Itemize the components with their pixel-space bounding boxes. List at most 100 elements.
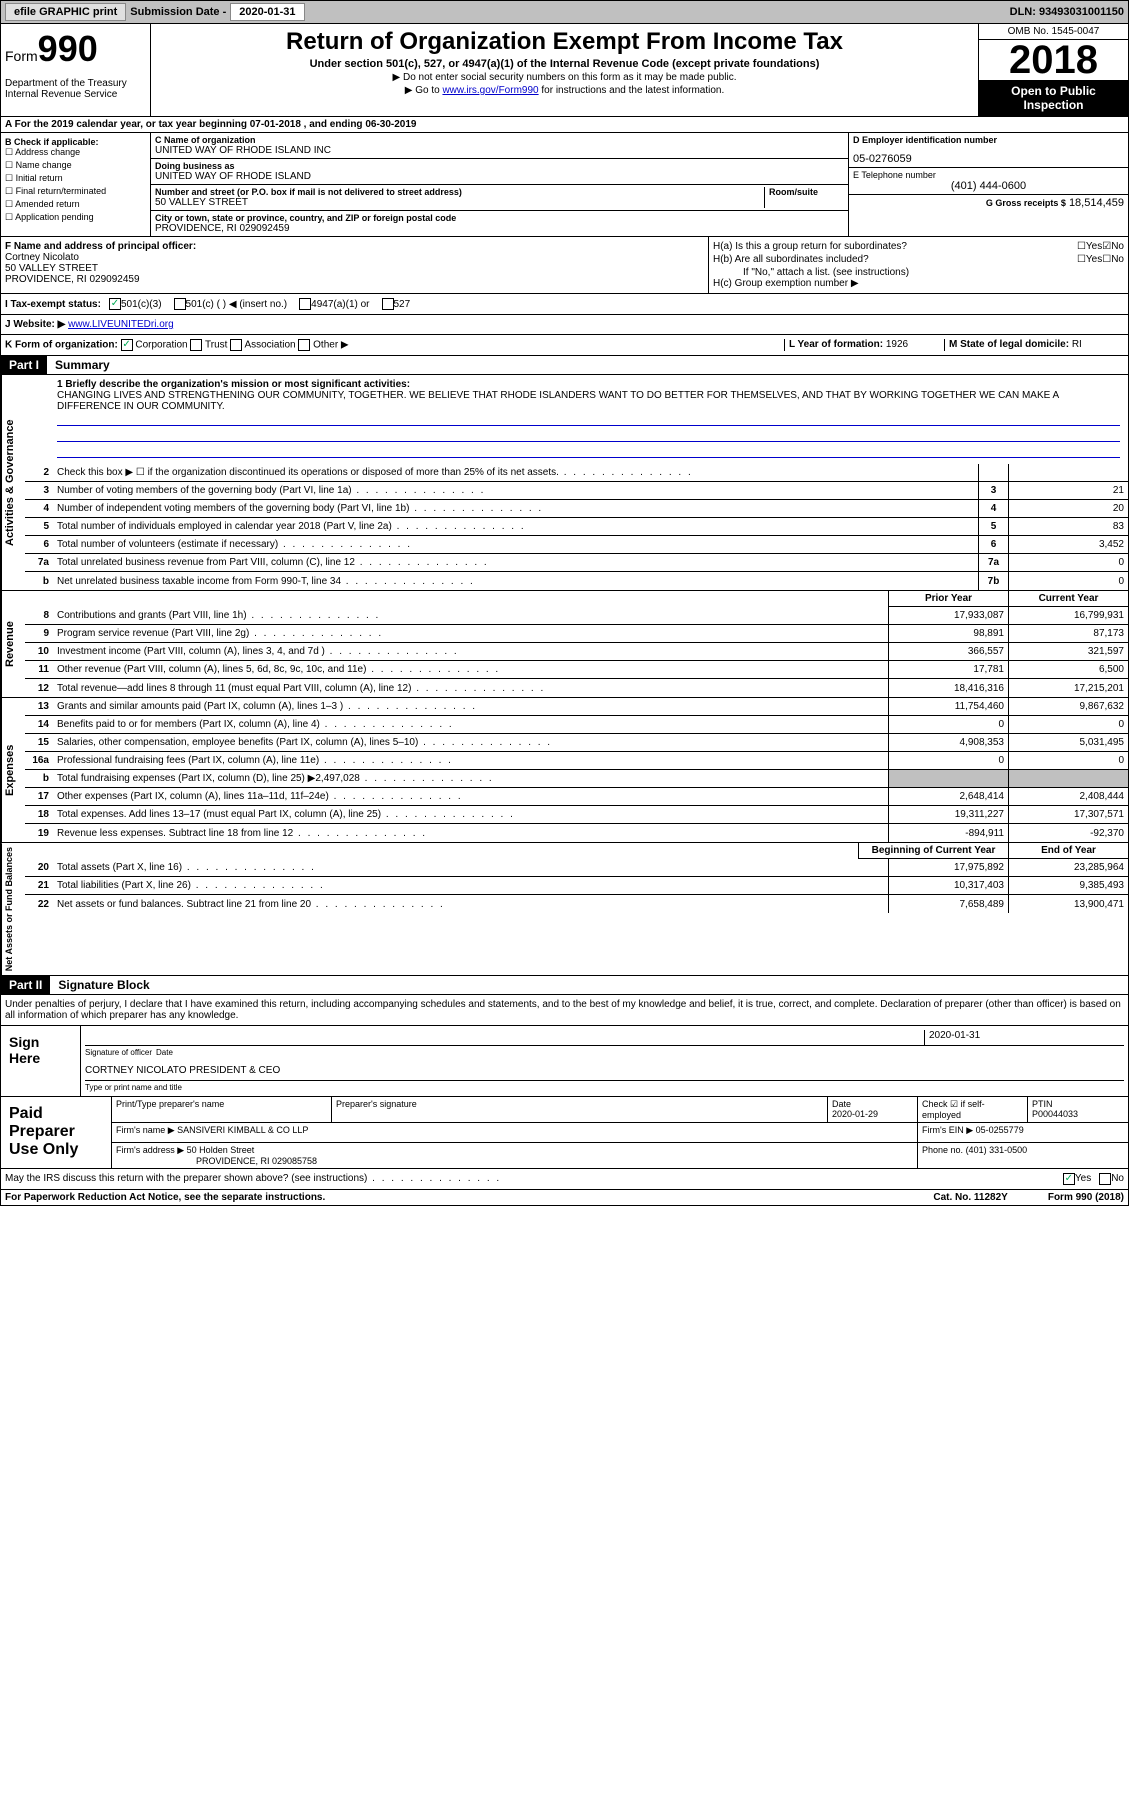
part1-header: Part I Summary xyxy=(0,356,1129,375)
year-formation-label: L Year of formation: xyxy=(789,339,883,350)
summary-line: 9Program service revenue (Part VIII, lin… xyxy=(25,625,1128,643)
org-name: UNITED WAY OF RHODE ISLAND INC xyxy=(155,145,844,156)
summary-line: 11Other revenue (Part VIII, column (A), … xyxy=(25,661,1128,679)
firm-ein: 05-0255779 xyxy=(976,1125,1024,1135)
sig-officer-label: Signature of officer xyxy=(85,1048,152,1057)
opt-assoc: Association xyxy=(244,340,295,351)
chk-final-return[interactable]: ☐ Final return/terminated xyxy=(5,186,146,197)
ha-no[interactable]: ☑No xyxy=(1102,241,1124,252)
state-domicile: RI xyxy=(1072,339,1082,350)
col-prior-year: Prior Year xyxy=(888,591,1008,607)
ssn-note: ▶ Do not enter social security numbers o… xyxy=(155,72,974,83)
prep-selfemp[interactable]: Check ☑ if self-employed xyxy=(918,1097,1028,1122)
governance-section: Activities & Governance 1 Briefly descri… xyxy=(0,375,1129,591)
opt-other: Other ▶ xyxy=(313,340,348,351)
chk-name-change[interactable]: ☐ Name change xyxy=(5,160,146,171)
net-col-header: Beginning of Current Year End of Year xyxy=(25,843,1128,859)
signature-block: Under penalties of perjury, I declare th… xyxy=(0,995,1129,1190)
irs-link[interactable]: www.irs.gov/Form990 xyxy=(442,85,538,96)
hc-label: H(c) Group exemption number ▶ xyxy=(713,278,1124,289)
rev-col-header: Prior Year Current Year xyxy=(25,591,1128,607)
chk-501c[interactable] xyxy=(174,298,186,310)
efile-button[interactable]: efile GRAPHIC print xyxy=(5,3,126,21)
org-name-label: C Name of organization xyxy=(155,135,844,145)
summary-line: 21Total liabilities (Part X, line 26)10,… xyxy=(25,877,1128,895)
chk-corp[interactable]: ✓ xyxy=(121,339,133,351)
chk-application-pending[interactable]: ☐ Application pending xyxy=(5,212,146,223)
discuss-yes-chk[interactable]: ✓ xyxy=(1063,1173,1075,1185)
chk-amended[interactable]: ☐ Amended return xyxy=(5,199,146,210)
year-formation: 1926 xyxy=(886,339,908,350)
discuss-yes: Yes xyxy=(1075,1173,1091,1185)
summary-line: 4Number of independent voting members of… xyxy=(25,500,1128,518)
box-b: B Check if applicable: ☐ Address change … xyxy=(1,133,151,236)
summary-line: 15Salaries, other compensation, employee… xyxy=(25,734,1128,752)
officer-printed-name: CORTNEY NICOLATO PRESIDENT & CEO xyxy=(85,1065,1124,1080)
goto-post: for instructions and the latest informat… xyxy=(539,85,725,96)
officer-name: Cortney Nicolato xyxy=(5,252,704,263)
website-link[interactable]: www.LIVEUNITEDri.org xyxy=(68,319,174,330)
city-label: City or town, state or province, country… xyxy=(155,213,844,223)
form-990: 990 xyxy=(38,28,98,69)
opt-4947: 4947(a)(1) or xyxy=(311,299,369,310)
chk-initial-return[interactable]: ☐ Initial return xyxy=(5,173,146,184)
page-footer: For Paperwork Reduction Act Notice, see … xyxy=(0,1190,1129,1206)
chk-4947[interactable] xyxy=(299,298,311,310)
summary-line: 18Total expenses. Add lines 13–17 (must … xyxy=(25,806,1128,824)
website-label: J Website: ▶ xyxy=(5,319,68,330)
goto-note: ▶ Go to www.irs.gov/Form990 for instruct… xyxy=(155,85,974,96)
dba-label: Doing business as xyxy=(155,161,844,171)
info-section-1: B Check if applicable: ☐ Address change … xyxy=(0,133,1129,237)
opt-501c3: 501(c)(3) xyxy=(121,299,162,310)
netassets-section: Net Assets or Fund Balances Beginning of… xyxy=(0,843,1129,976)
firm-addr1: 50 Holden Street xyxy=(187,1145,255,1155)
vtab-governance: Activities & Governance xyxy=(1,375,25,590)
pra-notice: For Paperwork Reduction Act Notice, see … xyxy=(5,1192,325,1203)
chk-address-change[interactable]: ☐ Address change xyxy=(5,147,146,158)
hb-no[interactable]: ☐No xyxy=(1102,254,1124,265)
tax-year: 2018 xyxy=(979,40,1128,80)
firm-ein-label: Firm's EIN ▶ xyxy=(922,1125,973,1135)
goto-pre: ▶ Go to xyxy=(405,85,443,96)
state-domicile-label: M State of legal domicile: xyxy=(949,339,1069,350)
firm-name: SANSIVERI KIMBALL & CO LLP xyxy=(177,1125,308,1135)
summary-line: 5Total number of individuals employed in… xyxy=(25,518,1128,536)
summary-line: 6Total number of volunteers (estimate if… xyxy=(25,536,1128,554)
cat-number: Cat. No. 11282Y xyxy=(933,1192,1007,1203)
col-current-year: Current Year xyxy=(1008,591,1128,607)
summary-line: bNet unrelated business taxable income f… xyxy=(25,572,1128,590)
dba-name: UNITED WAY OF RHODE ISLAND xyxy=(155,171,844,182)
chk-527[interactable] xyxy=(382,298,394,310)
opt-501c: 501(c) ( ) ◀ (insert no.) xyxy=(186,299,288,310)
ein-label: D Employer identification number xyxy=(853,135,1124,145)
ha-yes[interactable]: ☐Yes xyxy=(1077,241,1102,252)
mission-text: CHANGING LIVES AND STRENGTHENING OUR COM… xyxy=(57,390,1120,412)
summary-line: 22Net assets or fund balances. Subtract … xyxy=(25,895,1128,913)
form-ref: Form 990 (2018) xyxy=(1048,1192,1124,1203)
printed-name-label: Type or print name and title xyxy=(85,1083,1124,1092)
form-header: Form990 Department of the Treasury Inter… xyxy=(0,24,1129,117)
col-end-year: End of Year xyxy=(1008,843,1128,859)
chk-501c3[interactable]: ✓ xyxy=(109,298,121,310)
box-d-e-g: D Employer identification number 05-0276… xyxy=(848,133,1128,236)
hb-yes[interactable]: ☐Yes xyxy=(1077,254,1102,265)
room-label: Room/suite xyxy=(769,187,844,197)
summary-line: 7aTotal unrelated business revenue from … xyxy=(25,554,1128,572)
expenses-section: Expenses 13Grants and similar amounts pa… xyxy=(0,698,1129,843)
prep-date-hdr: Date xyxy=(832,1099,851,1109)
officer-addr2: PROVIDENCE, RI 029092459 xyxy=(5,274,704,285)
discuss-no-chk[interactable] xyxy=(1099,1173,1111,1185)
tax-year-range: A For the 2019 calendar year, or tax yea… xyxy=(0,117,1129,133)
summary-line: 17Other expenses (Part IX, column (A), l… xyxy=(25,788,1128,806)
perjury-declaration: Under penalties of perjury, I declare th… xyxy=(1,995,1128,1025)
chk-assoc[interactable] xyxy=(230,339,242,351)
summary-line: 8Contributions and grants (Part VIII, li… xyxy=(25,607,1128,625)
summary-line: 14Benefits paid to or for members (Part … xyxy=(25,716,1128,734)
top-toolbar: efile GRAPHIC print Submission Date - 20… xyxy=(0,0,1129,24)
vtab-netassets: Net Assets or Fund Balances xyxy=(1,843,25,975)
chk-other[interactable] xyxy=(298,339,310,351)
chk-trust[interactable] xyxy=(190,339,202,351)
prep-sig-hdr: Preparer's signature xyxy=(332,1097,828,1122)
gross-receipts-value: 18,514,459 xyxy=(1069,197,1124,209)
firm-name-label: Firm's name ▶ xyxy=(116,1125,175,1135)
